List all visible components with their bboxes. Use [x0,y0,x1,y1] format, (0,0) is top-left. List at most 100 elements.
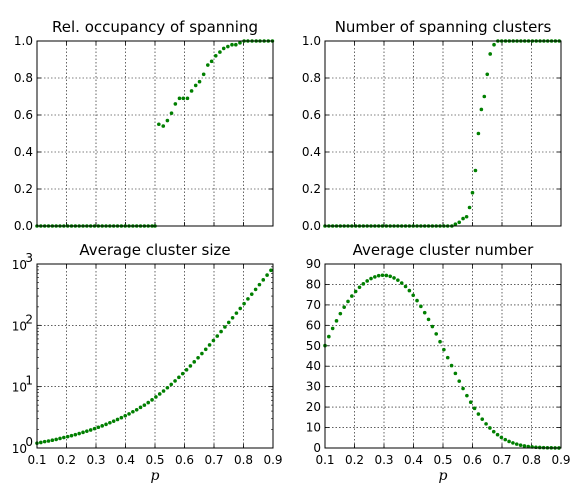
data-point [465,393,469,398]
data-point [189,89,194,93]
y-tick-label: 0.8 [14,71,33,85]
x-tick-label: 0.3 [86,453,105,467]
x-tick-label: 0.6 [175,453,194,467]
x-axis-label: p [439,468,448,484]
data-point [495,432,500,437]
data-point [445,355,450,360]
data-point [192,360,197,364]
data-point [142,403,147,407]
y-tick-label: 50 [306,339,321,353]
data-point [62,435,66,440]
y-tick-label: 0 [313,441,321,455]
x-tick-label: 0.5 [433,453,452,467]
data-point [238,41,242,45]
data-point [154,395,158,399]
data-point [213,54,218,58]
x-tick-label: 0.6 [463,453,482,467]
data-point [223,325,227,329]
x-tick-label: 0.8 [234,453,253,467]
data-point [69,433,74,438]
data-point [373,275,377,279]
data-point [169,111,174,115]
y-tick-label: 1.0 [14,34,33,48]
x-tick-label: 0.4 [404,453,423,467]
data-point [206,63,210,67]
data-point [177,96,182,101]
data-point [380,273,385,278]
data-point [226,44,230,49]
data-point [134,407,139,412]
panel-title: Number of spanning clusters [335,18,552,36]
data-point [150,398,154,402]
data-point [169,382,174,387]
y-tick-label: 10 [12,319,27,333]
data-point [188,364,193,368]
data-point [492,42,496,47]
data-point [108,420,112,425]
data-point [65,434,70,439]
data-point [249,292,254,296]
data-point [197,79,202,84]
data-point [396,278,400,282]
axes-frame [36,40,274,227]
data-point [211,338,216,343]
data-point [476,131,481,136]
data-point [177,375,181,380]
x-tick-label: 0.8 [522,453,541,467]
data-point [514,442,519,446]
data-point [479,107,484,112]
y-tick-label-exponent: 1 [25,374,33,388]
data-point [472,406,477,411]
data-point [334,319,339,323]
data-point [480,417,485,421]
data-point [92,426,97,431]
y-tick-label: 0.4 [14,145,33,159]
data-point [534,445,538,450]
y-tick-label: 10 [12,442,27,456]
y-tick-label-exponent: 3 [25,251,33,265]
data-point [242,301,246,306]
data-point [123,413,128,418]
data-point [461,386,465,391]
axes-frame [324,40,562,227]
data-point [468,400,473,405]
y-tick-label: 0.4 [302,145,321,159]
data-point [173,102,178,106]
data-point [388,274,392,279]
data-point [253,287,258,292]
x-tick-label: 0.1 [315,453,334,467]
x-tick-label: 0.7 [204,453,223,467]
y-tick-label: 0.0 [14,219,33,233]
data-point [376,273,381,278]
panel-2: 0.0 0.2 0.4 0.6 0.8 1.0 Number of spanning clu… [302,18,562,233]
y-tick-label: 20 [306,400,321,414]
data-point [522,444,527,448]
data-point [411,293,416,298]
data-point [193,83,198,88]
data-point [503,437,508,442]
data-point [138,405,143,410]
panel-title: Rel. occupancy of spanning [52,18,258,36]
y-tick-label: 10 [12,258,27,272]
data-point [203,347,208,352]
data-point [537,445,542,450]
data-point [430,324,435,329]
data-point [449,363,454,368]
y-tick-label: 30 [306,380,321,394]
y-tick-label: 10 [12,381,27,395]
data-point [219,329,223,334]
data-point [269,268,273,273]
data-point [127,412,131,416]
data-point [146,400,151,405]
data-point [361,282,366,286]
x-tick-label: 0.4 [116,453,135,467]
data-point [165,385,170,390]
data-point [246,297,250,301]
data-point [265,273,269,277]
data-point [131,409,135,414]
panel-4: 0.1 0.2 0.3 0.4 0.5 0.6 0.7 0.8 0.9 0 10 20 30 40 50 60… [306,241,571,484]
data-point [464,214,469,219]
panel-1: 0.0 0.2 0.4 0.6 0.8 1.0 Rel. occupancy of span… [14,18,275,233]
x-tick-label: 0.3 [374,453,393,467]
